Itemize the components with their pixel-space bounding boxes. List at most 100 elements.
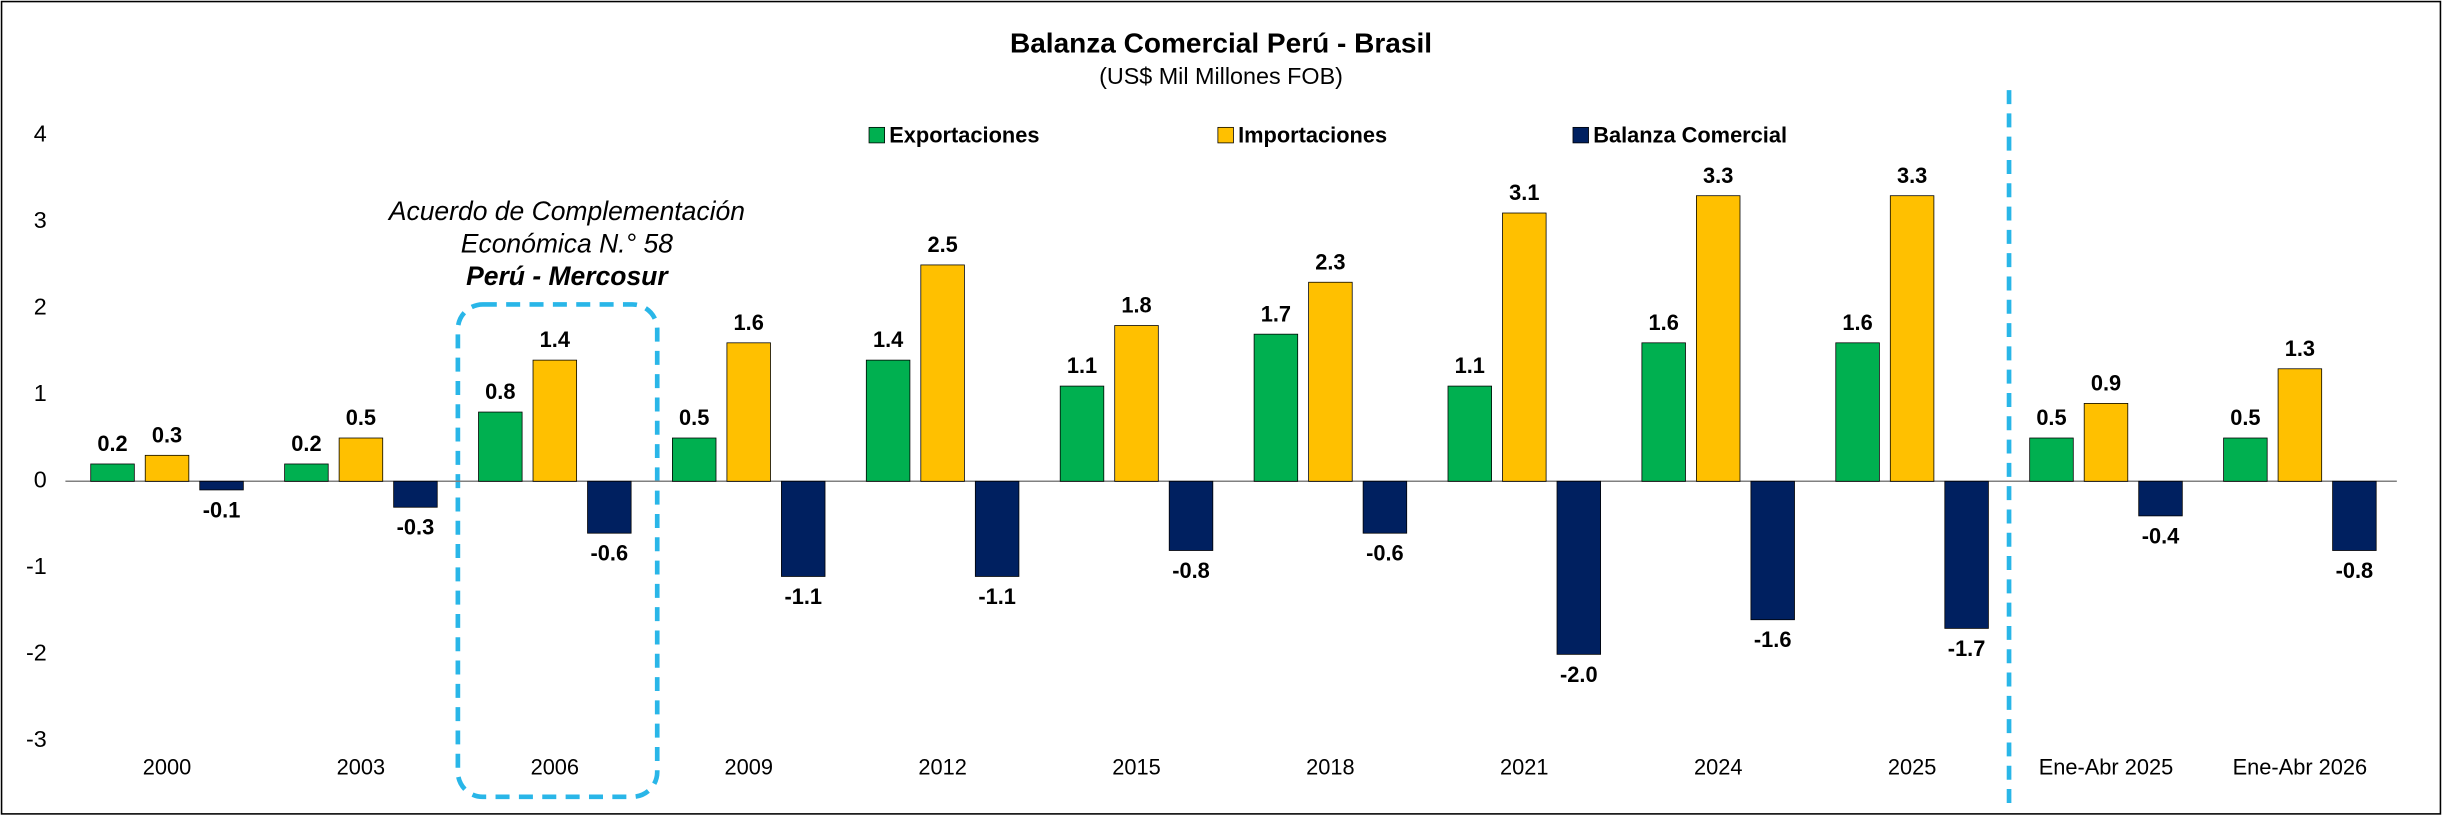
y-tick-label: -1 <box>26 553 47 579</box>
y-tick-label: 0 <box>34 466 47 492</box>
bar <box>1447 385 1492 482</box>
y-tick-label: -3 <box>26 726 47 752</box>
bar <box>393 480 438 508</box>
x-tick-label: 2000 <box>143 755 191 780</box>
legend-swatch <box>868 126 885 144</box>
data-label: 0.5 <box>2036 405 2066 430</box>
data-label: 0.9 <box>2091 371 2121 396</box>
legend-swatch <box>1572 126 1589 144</box>
data-label: -0.8 <box>2336 558 2374 583</box>
data-label: -2.0 <box>1560 662 1598 687</box>
data-label: 2.5 <box>927 232 957 257</box>
data-label: 1.3 <box>2285 336 2315 361</box>
data-label: 0.5 <box>679 405 709 430</box>
data-label: -1.6 <box>1754 627 1792 652</box>
data-label: 0.8 <box>485 379 515 404</box>
bar <box>532 359 578 482</box>
bar <box>2029 437 2074 482</box>
data-label: 1.6 <box>734 310 764 335</box>
data-label: -1.1 <box>784 584 822 609</box>
data-label: 3.1 <box>1509 180 1539 205</box>
legend-label: Importaciones <box>1238 122 1387 147</box>
data-label: -0.4 <box>2142 523 2180 548</box>
data-label: 1.7 <box>1261 301 1291 326</box>
bar <box>90 463 135 482</box>
bar <box>1944 480 1989 629</box>
x-tick-label: 2006 <box>531 755 579 780</box>
bar <box>1168 480 1214 551</box>
data-label: -0.1 <box>203 497 241 522</box>
data-label: 2.3 <box>1315 249 1345 274</box>
bar <box>2332 480 2377 551</box>
bar <box>1835 342 1880 482</box>
data-label: -0.8 <box>1172 558 1210 583</box>
y-tick-label: 4 <box>34 120 47 146</box>
bar <box>781 480 826 577</box>
bar <box>1750 480 1795 621</box>
y-tick-label: 1 <box>34 380 47 406</box>
bar <box>1253 333 1299 482</box>
data-label: -1.1 <box>978 584 1016 609</box>
bar <box>284 463 329 482</box>
x-tick-label: 2012 <box>918 755 966 780</box>
bar <box>920 264 965 482</box>
bar <box>974 480 1020 577</box>
bar <box>1889 195 1935 482</box>
bar <box>2138 480 2183 517</box>
bar <box>1059 385 1105 482</box>
data-label: 0.2 <box>97 431 127 456</box>
bar <box>726 342 771 482</box>
x-tick-label: 2009 <box>724 755 772 780</box>
x-tick-label: 2015 <box>1112 755 1160 780</box>
data-label: 1.6 <box>1649 310 1679 335</box>
data-label: 1.6 <box>1842 310 1872 335</box>
y-tick-label: 3 <box>34 207 47 233</box>
x-tick-label: Ene-Abr 2025 <box>2039 755 2174 780</box>
bar <box>144 454 190 482</box>
annotation: Perú - Mercosur <box>466 261 669 291</box>
y-tick-label: 2 <box>34 293 47 319</box>
legend-swatch <box>1217 126 1234 144</box>
data-label: 1.4 <box>540 327 570 352</box>
data-label: 1.4 <box>873 327 903 352</box>
data-label: 1.8 <box>1121 293 1151 318</box>
x-tick-label: 2018 <box>1306 755 1354 780</box>
bar <box>1308 281 1353 482</box>
data-label: 0.3 <box>152 422 182 447</box>
bar <box>587 480 632 534</box>
data-label: -1.7 <box>1948 636 1986 661</box>
bar <box>1641 342 1686 482</box>
data-label: 0.5 <box>346 405 376 430</box>
data-label: -0.3 <box>397 515 435 540</box>
bar <box>1362 480 1408 534</box>
chart-title: Balanza Comercial Perú - Brasil <box>1010 27 1432 58</box>
annotation: Económica N.° 58 <box>461 228 673 258</box>
annotation: Acuerdo de Complementación <box>387 196 745 226</box>
bar <box>1502 212 1547 482</box>
bar <box>1696 195 1741 482</box>
x-tick-label: Ene-Abr 2026 <box>2233 755 2368 780</box>
highlight-box <box>455 302 660 800</box>
data-label: -0.6 <box>591 541 629 566</box>
bar <box>672 437 717 482</box>
y-tick-label: -2 <box>26 640 47 666</box>
x-tick-label: 2024 <box>1694 755 1742 780</box>
data-label: 3.3 <box>1703 163 1733 188</box>
bar <box>199 480 244 491</box>
data-label: 0.2 <box>291 431 321 456</box>
bar <box>2223 437 2268 482</box>
bar <box>1556 480 1602 655</box>
x-tick-label: 2025 <box>1888 755 1936 780</box>
bar <box>338 437 384 482</box>
bar <box>2277 368 2323 482</box>
legend-label: Balanza Comercial <box>1593 122 1787 147</box>
bar <box>1114 325 1159 482</box>
data-label: 1.1 <box>1067 353 1097 378</box>
data-label: 0.5 <box>2230 405 2260 430</box>
bar <box>2083 403 2129 482</box>
legend-label: Exportaciones <box>889 122 1039 147</box>
x-tick-label: 2003 <box>337 755 385 780</box>
bar <box>865 359 911 482</box>
data-label: 3.3 <box>1897 163 1927 188</box>
